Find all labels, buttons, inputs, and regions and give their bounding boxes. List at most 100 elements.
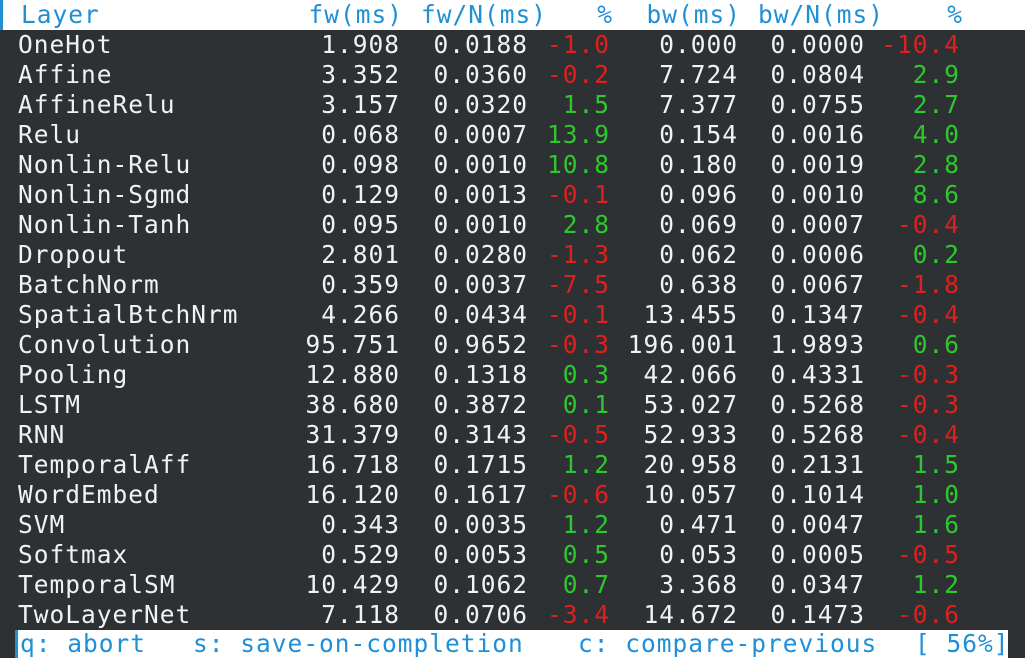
fw-per-n-ms: 0.1715 xyxy=(433,450,528,479)
fw-per-n-ms: 0.9652 xyxy=(433,330,528,359)
bw-ms: 0.000 xyxy=(659,30,738,59)
header-bw: bw(ms) xyxy=(646,0,741,29)
fw-percent: 1.2 xyxy=(562,450,610,479)
bw-percent: 2.9 xyxy=(912,60,960,89)
bw-ms: 53.027 xyxy=(643,390,738,419)
fw-percent: 0.3 xyxy=(562,360,610,389)
fw-percent: -0.6 xyxy=(546,480,610,509)
bw-percent: 2.7 xyxy=(912,90,960,119)
bw-per-n-ms: 0.0755 xyxy=(770,90,865,119)
bw-percent: 4.0 xyxy=(912,120,960,149)
layer-name: SVM xyxy=(18,510,66,539)
table-row: BatchNorm 0.359 0.0037 -7.5 0.638 0.0067 -1.8 xyxy=(0,270,1025,300)
fw-ms: 10.429 xyxy=(305,570,400,599)
fw-ms: 3.352 xyxy=(321,60,400,89)
fw-per-n-ms: 0.0013 xyxy=(433,180,528,209)
fw-percent: -3.4 xyxy=(546,600,610,629)
header-bw-pct: % xyxy=(947,0,963,29)
layer-name: SpatialBtchNrm xyxy=(18,300,239,329)
bw-percent: -0.6 xyxy=(896,600,960,629)
fw-ms: 0.129 xyxy=(321,180,400,209)
fw-ms: 2.801 xyxy=(321,240,400,269)
table-row: SpatialBtchNrm 4.266 0.0434 -0.1 13.455 0.134… xyxy=(0,300,1025,330)
bw-per-n-ms: 0.0019 xyxy=(770,150,865,179)
table-row: TemporalAff 16.718 0.1715 1.2 20.958 0.2131 1.… xyxy=(0,450,1025,480)
layer-name: TwoLayerNet xyxy=(18,600,192,629)
fw-percent: -0.5 xyxy=(546,420,610,449)
layer-name: RNN xyxy=(18,420,66,449)
layer-name: Affine xyxy=(18,60,113,89)
table-row: TwoLayerNet 7.118 0.0706 -3.4 14.672 0.1473 -0… xyxy=(0,600,1025,630)
fw-percent: -0.2 xyxy=(546,60,610,89)
fw-ms: 1.908 xyxy=(321,30,400,59)
layer-name: Pooling xyxy=(18,360,129,389)
fw-ms: 38.680 xyxy=(305,390,400,419)
fw-per-n-ms: 0.0360 xyxy=(433,60,528,89)
bw-per-n-ms: 0.0016 xyxy=(770,120,865,149)
abort-hint[interactable]: q: abort xyxy=(20,629,147,658)
bw-percent: 1.5 xyxy=(912,450,960,479)
layer-name: Dropout xyxy=(18,240,129,269)
fw-ms: 7.118 xyxy=(321,600,400,629)
bw-ms: 42.066 xyxy=(643,360,738,389)
bw-percent: -0.4 xyxy=(896,420,960,449)
table-row: OneHot 1.908 0.0188 -1.0 0.000 0.0000 -10.4 xyxy=(0,30,1025,60)
layer-name: Convolution xyxy=(18,330,192,359)
bw-ms: 0.069 xyxy=(659,210,738,239)
header-fw: fw(ms) xyxy=(308,0,403,29)
bw-percent: -0.5 xyxy=(896,540,960,569)
bw-per-n-ms: 0.1014 xyxy=(770,480,865,509)
bw-ms: 0.053 xyxy=(659,540,738,569)
fw-ms: 4.266 xyxy=(321,300,400,329)
fw-per-n-ms: 0.0007 xyxy=(433,120,528,149)
fw-ms: 12.880 xyxy=(305,360,400,389)
bw-ms: 7.377 xyxy=(659,90,738,119)
layer-name: BatchNorm xyxy=(18,270,160,299)
fw-ms: 3.157 xyxy=(321,90,400,119)
bw-ms: 0.154 xyxy=(659,120,738,149)
fw-per-n-ms: 0.0280 xyxy=(433,240,528,269)
bw-per-n-ms: 0.0047 xyxy=(770,510,865,539)
fw-percent: 13.9 xyxy=(546,120,610,149)
fw-percent: 1.5 xyxy=(562,90,610,119)
bw-ms: 7.724 xyxy=(659,60,738,89)
bw-ms: 52.933 xyxy=(643,420,738,449)
fw-ms: 16.120 xyxy=(305,480,400,509)
fw-ms: 95.751 xyxy=(305,330,400,359)
fw-per-n-ms: 0.0188 xyxy=(433,30,528,59)
table-row: Pooling 12.880 0.1318 0.3 42.066 0.4331 -0.3 xyxy=(0,360,1025,390)
fw-ms: 0.068 xyxy=(321,120,400,149)
bw-per-n-ms: 0.0010 xyxy=(770,180,865,209)
layer-name: OneHot xyxy=(18,30,113,59)
bw-ms: 0.638 xyxy=(659,270,738,299)
save-on-completion-hint[interactable]: s: save-on-completion xyxy=(193,629,524,658)
fw-per-n-ms: 0.0434 xyxy=(433,300,528,329)
fw-per-n-ms: 0.0320 xyxy=(433,90,528,119)
header-fw-pct: % xyxy=(597,0,613,29)
layer-name: LSTM xyxy=(18,390,82,419)
fw-per-n-ms: 0.0010 xyxy=(433,150,528,179)
table-row: TemporalSM 10.429 0.1062 0.7 3.368 0.0347 1.2 xyxy=(0,570,1025,600)
bw-ms: 20.958 xyxy=(643,450,738,479)
fw-percent: 10.8 xyxy=(546,150,610,179)
table-row: Nonlin-Relu 0.098 0.0010 10.8 0.180 0.0019 2.8 xyxy=(0,150,1025,180)
table-row: Affine 3.352 0.0360 -0.2 7.724 0.0804 2.9 xyxy=(0,60,1025,90)
bw-percent: -0.3 xyxy=(896,390,960,419)
bw-percent: 1.2 xyxy=(912,570,960,599)
fw-percent: -0.1 xyxy=(546,180,610,209)
bw-per-n-ms: 0.1347 xyxy=(770,300,865,329)
fw-per-n-ms: 0.3143 xyxy=(433,420,528,449)
bw-per-n-ms: 0.0000 xyxy=(770,30,865,59)
bw-percent: -10.4 xyxy=(881,30,960,59)
table-row: RNN 31.379 0.3143 -0.5 52.933 0.5268 -0.4 xyxy=(0,420,1025,450)
compare-previous-hint[interactable]: c: compare-previous xyxy=(578,629,878,658)
fw-per-n-ms: 0.0037 xyxy=(433,270,528,299)
bw-per-n-ms: 0.0347 xyxy=(770,570,865,599)
bw-per-n-ms: 0.5268 xyxy=(770,390,865,419)
bw-per-n-ms: 0.4331 xyxy=(770,360,865,389)
fw-percent: 0.5 xyxy=(562,540,610,569)
header-fwn: fw/N(ms) xyxy=(421,0,548,29)
fw-ms: 0.095 xyxy=(321,210,400,239)
fw-ms: 16.718 xyxy=(305,450,400,479)
